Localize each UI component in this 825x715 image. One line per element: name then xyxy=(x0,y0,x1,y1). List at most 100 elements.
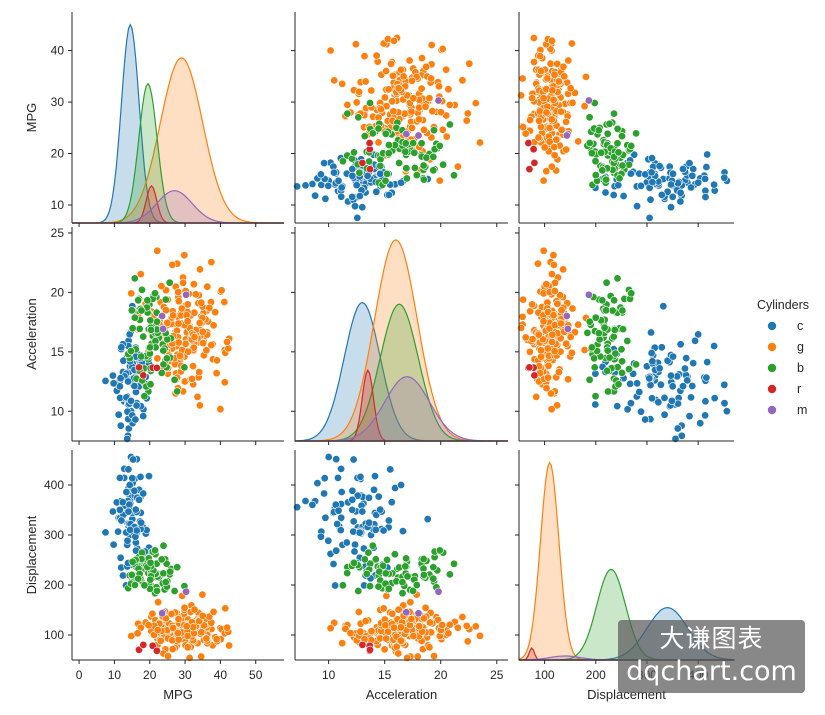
scatter-point xyxy=(566,84,575,93)
scatter-point xyxy=(151,289,160,298)
scatter-point xyxy=(646,381,655,390)
scatter-point xyxy=(355,87,364,96)
scatter-series-r xyxy=(135,363,161,380)
scatter-point xyxy=(143,296,152,305)
scatter-point xyxy=(153,246,162,255)
scatter-point xyxy=(223,337,232,346)
legend-label-r: r xyxy=(797,382,801,396)
scatter-point xyxy=(168,645,177,654)
scatter-point xyxy=(630,150,639,159)
scatter-point xyxy=(542,280,551,289)
panel-mpg-vs-acceleration xyxy=(291,12,508,227)
scatter-point xyxy=(136,270,145,279)
scatter-point xyxy=(130,486,139,495)
scatter-point xyxy=(546,389,555,398)
scatter-point xyxy=(414,131,423,140)
scatter-point xyxy=(348,171,357,180)
legend-label-c: c xyxy=(797,319,803,333)
scatter-point xyxy=(529,33,538,42)
scatter-point xyxy=(364,548,373,557)
scatter-point xyxy=(381,129,390,138)
scatter-point xyxy=(550,70,559,79)
scatter-series-m xyxy=(562,96,593,140)
scatter-point xyxy=(401,562,410,571)
scatter-point xyxy=(374,582,383,591)
scatter-point xyxy=(368,541,377,550)
scatter-point xyxy=(387,498,396,507)
scatter-point xyxy=(666,203,675,212)
scatter-point xyxy=(207,341,216,350)
scatter-point xyxy=(528,300,537,309)
scatter-point xyxy=(545,137,554,146)
scatter-point xyxy=(419,161,428,170)
scatter-point xyxy=(190,332,199,341)
scatter-point xyxy=(547,36,556,45)
scatter-point xyxy=(126,525,135,534)
scatter-point xyxy=(619,192,628,201)
scatter-point xyxy=(407,76,416,85)
scatter-series-m xyxy=(402,587,443,618)
scatter-point xyxy=(361,77,370,86)
scatter-point xyxy=(601,188,610,197)
scatter-point xyxy=(560,72,569,81)
scatter-point xyxy=(429,166,438,175)
scatter-point xyxy=(465,59,474,68)
scatter-point xyxy=(585,375,594,384)
scatter-point xyxy=(224,344,233,353)
scatter-point xyxy=(685,159,694,168)
scatter-point xyxy=(519,123,528,132)
scatter-point xyxy=(180,363,189,372)
scatter-point xyxy=(654,398,663,407)
scatter-point xyxy=(557,125,566,134)
scatter-point xyxy=(626,169,635,178)
scatter-point xyxy=(354,113,363,122)
scatter-point xyxy=(547,162,556,171)
panel-acceleration-vs-acceleration xyxy=(291,227,508,445)
scatter-point xyxy=(333,519,342,528)
scatter-point xyxy=(429,126,438,135)
scatter-point xyxy=(169,311,178,320)
scatter-point xyxy=(180,251,189,260)
scatter-point xyxy=(137,352,146,361)
scatter-point xyxy=(435,141,444,150)
scatter-point xyxy=(329,168,338,177)
scatter-point xyxy=(449,559,458,568)
scatter-point xyxy=(163,651,172,660)
scatter-point xyxy=(147,325,156,334)
scatter-point xyxy=(153,354,162,363)
scatter-point xyxy=(603,346,612,355)
scatter-point xyxy=(645,374,654,383)
scatter-point xyxy=(182,290,191,299)
scatter-point xyxy=(337,487,346,496)
scatter-point xyxy=(633,202,642,211)
scatter-point xyxy=(199,339,208,348)
scatter-point xyxy=(462,621,471,630)
scatter-point xyxy=(409,139,418,148)
scatter-point xyxy=(389,107,398,116)
scatter-point xyxy=(417,139,426,148)
scatter-point xyxy=(407,614,416,623)
scatter-series-g xyxy=(517,246,590,414)
scatter-point xyxy=(137,306,146,315)
scatter-point xyxy=(395,159,404,168)
scatter-point xyxy=(647,154,656,163)
scatter-point xyxy=(308,500,317,509)
scatter-point xyxy=(405,56,414,65)
scatter-point xyxy=(686,393,695,402)
scatter-point xyxy=(394,84,403,93)
scatter-point xyxy=(656,380,665,389)
scatter-point xyxy=(165,278,174,287)
scatter-point xyxy=(163,318,172,327)
scatter-point xyxy=(115,505,124,514)
scatter-point xyxy=(190,308,199,317)
scatter-point xyxy=(349,148,358,157)
scatter-point xyxy=(353,213,362,222)
scatter-series-c xyxy=(293,452,432,590)
scatter-point xyxy=(646,328,655,337)
scatter-point xyxy=(536,346,545,355)
scatter-point xyxy=(153,586,162,595)
scatter-point xyxy=(161,578,170,587)
scatter-point xyxy=(146,380,155,389)
legend-label-m: m xyxy=(797,403,807,417)
